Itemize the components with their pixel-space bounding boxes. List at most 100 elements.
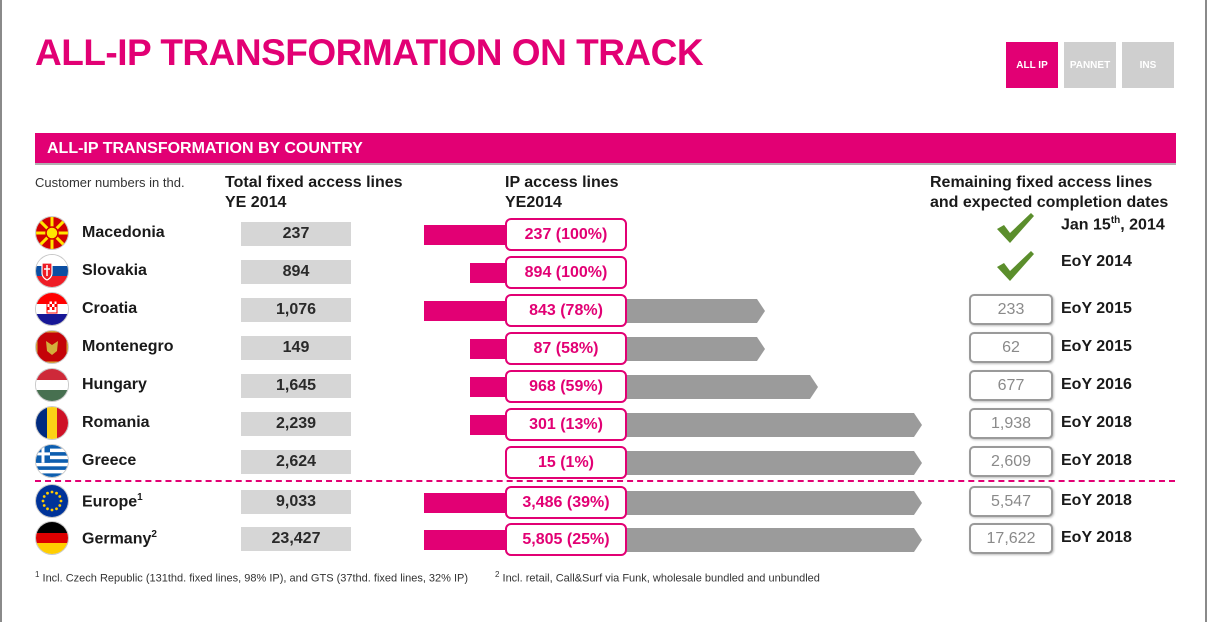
header-remaining: Remaining fixed access lines and expecte… [930, 173, 1168, 213]
ip-lines-value: 15 (1%) [505, 446, 627, 479]
remaining-lines-value: 233 [969, 294, 1053, 325]
remaining-lines-arrow [625, 413, 922, 437]
completion-date: EoY 2015 [1061, 300, 1132, 318]
ip-lines-bar [470, 377, 507, 397]
remaining-lines-value: 2,609 [969, 446, 1053, 477]
completion-date: EoY 2018 [1061, 492, 1132, 510]
total-lines-value: 23,427 [241, 527, 351, 551]
footnote-2-number: 2 [495, 570, 500, 579]
total-lines-value: 1,076 [241, 298, 351, 322]
completion-date-ordinal: th [1110, 215, 1121, 226]
total-lines-value: 9,033 [241, 490, 351, 514]
header-remaining-line2: and expected completion dates [930, 194, 1169, 211]
country-label: Croatia [82, 300, 138, 317]
table-row: Slovakia 894 894 (100%) EoY 2014 [0, 251, 1210, 291]
completion-date: EoY 2014 [1061, 253, 1132, 271]
units-label: Customer numbers in thd. [35, 175, 185, 190]
checkmark-icon [997, 213, 1034, 243]
total-lines-value: 237 [241, 222, 351, 246]
header-ip-line1: IP access lines [505, 174, 619, 191]
country-label: Slovakia [82, 262, 147, 279]
footnote-1: 1 Incl. Czech Republic (131thd. fixed li… [35, 570, 468, 585]
country-label: Greece [82, 452, 137, 469]
tab-pannet[interactable]: PANNET [1064, 42, 1116, 88]
completion-date: EoY 2018 [1061, 452, 1132, 470]
country-name: Macedonia [82, 224, 165, 242]
completion-date-text: EoY 2016 [1061, 376, 1132, 393]
tab-all-ip[interactable]: ALL IP [1006, 42, 1058, 88]
frame-left [0, 0, 2, 622]
ip-lines-value: 968 (59%) [505, 370, 627, 403]
remaining-lines-arrow [625, 528, 922, 552]
remaining-lines-arrow [625, 337, 765, 361]
country-name: Croatia [82, 300, 137, 318]
total-lines-value: 2,239 [241, 412, 351, 436]
footnote-1-number: 1 [35, 570, 40, 579]
checkmark-icon [997, 251, 1034, 281]
ip-lines-value: 843 (78%) [505, 294, 627, 327]
page-title: ALL-IP TRANSFORMATION ON TRACK [35, 32, 704, 73]
footnote-ref: 1 [137, 492, 143, 503]
country-label: Macedonia [82, 224, 165, 241]
table-row: Europe1 9,033 3,486 (39%) 5,547 EoY 2018 [0, 483, 1210, 521]
ip-lines-value: 87 (58%) [505, 332, 627, 365]
eu-flag-icon [36, 485, 68, 517]
header-total-line1: Total fixed access lines [225, 174, 403, 191]
completion-date: EoY 2015 [1061, 338, 1132, 356]
table-row: Croatia 1,076 843 (78%) 233 EoY 2015 [0, 291, 1210, 329]
total-lines-value: 1,645 [241, 374, 351, 398]
remaining-lines-value: 677 [969, 370, 1053, 401]
country-label: Montenegro [82, 338, 174, 355]
table-row: Montenegro 149 87 (58%) 62 EoY 2015 [0, 329, 1210, 367]
country-label: Hungary [82, 376, 147, 393]
header-ip: IP access lines YE2014 [505, 173, 619, 213]
completion-date-text: EoY 2014 [1061, 253, 1132, 270]
ip-lines-value: 301 (13%) [505, 408, 627, 441]
remaining-lines-value: 1,938 [969, 408, 1053, 439]
ip-lines-value: 894 (100%) [505, 256, 627, 289]
montenegro-flag-icon [36, 331, 68, 363]
country-label: Europe [82, 493, 138, 511]
footnote-ref: 2 [151, 529, 157, 540]
remaining-lines-arrow [625, 299, 765, 323]
remaining-lines-value: 17,622 [969, 523, 1053, 554]
completion-date-text: EoY 2018 [1061, 492, 1132, 509]
tab-ins[interactable]: INS [1122, 42, 1174, 88]
completion-date-text: EoY 2015 [1061, 338, 1132, 355]
table-row: Germany2 23,427 5,805 (25%) 17,622 EoY 2018 [0, 520, 1210, 558]
country-name: Greece [82, 452, 136, 470]
completion-date: Jan 15th, 2014 [1061, 215, 1165, 234]
country-name: Germany2 [82, 529, 157, 548]
remaining-lines-arrow [625, 451, 922, 475]
ip-lines-bar [470, 415, 507, 435]
remaining-lines-arrow [625, 491, 922, 515]
completion-date-text: EoY 2015 [1061, 300, 1132, 317]
completion-date: EoY 2016 [1061, 376, 1132, 394]
country-name: Montenegro [82, 338, 174, 356]
ip-lines-bar [424, 493, 507, 513]
remaining-lines-value: 62 [969, 332, 1053, 363]
section-banner: ALL-IP TRANSFORMATION BY COUNTRY [35, 133, 1176, 164]
remaining-lines-value: 5,547 [969, 486, 1053, 517]
ip-lines-bar [424, 225, 507, 245]
table-row: Romania 2,239 301 (13%) 1,938 EoY 2018 [0, 405, 1210, 443]
footnote-2-text: Incl. retail, Call&Surf via Funk, wholes… [499, 572, 820, 585]
country-name: Slovakia [82, 262, 147, 280]
ip-lines-value: 3,486 (39%) [505, 486, 627, 519]
country-label: Romania [82, 414, 150, 431]
macedonia-flag-icon [36, 217, 68, 249]
country-label: Germany [82, 530, 152, 548]
header-total: Total fixed access lines YE 2014 [225, 173, 403, 213]
completion-date: EoY 2018 [1061, 529, 1132, 547]
header-ip-line2: YE2014 [505, 194, 562, 211]
completion-date-text: EoY 2018 [1061, 452, 1132, 469]
table-row: Macedonia 237 237 (100%) Jan 15th, 2014 [0, 213, 1210, 253]
completion-date-year: , 2014 [1120, 216, 1165, 234]
total-lines-value: 2,624 [241, 450, 351, 474]
ip-lines-value: 5,805 (25%) [505, 523, 627, 556]
country-name: Hungary [82, 376, 147, 394]
remaining-lines-arrow [625, 375, 818, 399]
ip-lines-bar [424, 301, 507, 321]
footnote-1-text: Incl. Czech Republic (131thd. fixed line… [39, 572, 469, 585]
dashed-divider [35, 480, 1175, 482]
